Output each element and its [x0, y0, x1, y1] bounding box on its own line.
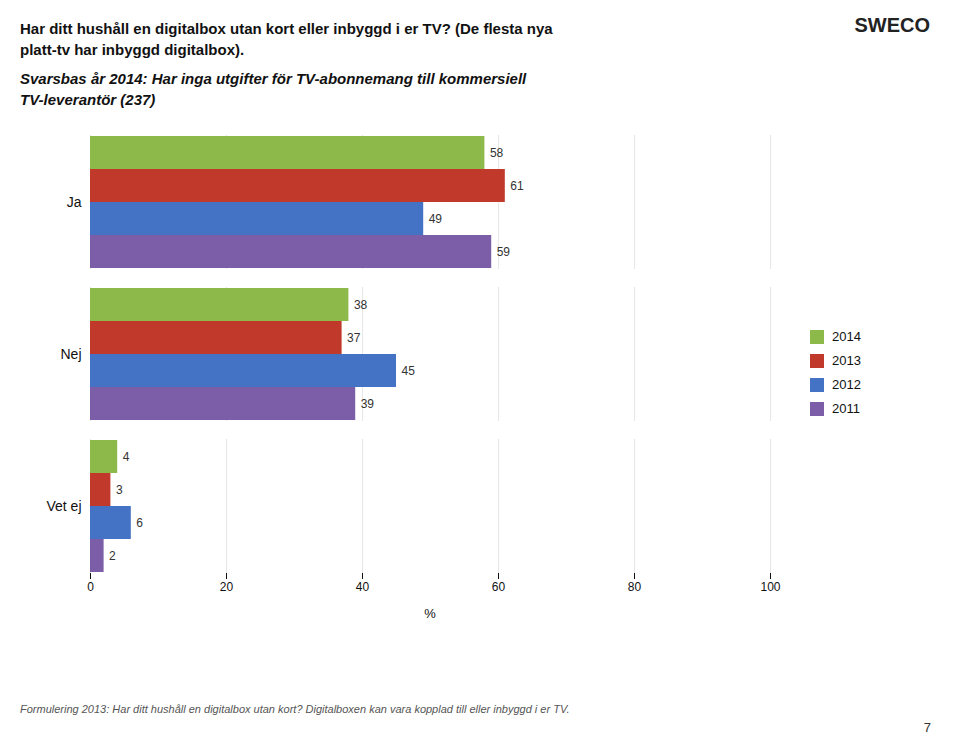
svg-text:Ja: Ja: [67, 194, 82, 210]
html-text:7: 7: [923, 720, 931, 735]
html-text:Svarsbas år 2014: Har inga utg: Svarsbas år 2014: Har inga utgifter för …: [20, 70, 527, 87]
svg-text:61: 61: [510, 179, 524, 193]
html-text:2013: 2013: [832, 353, 861, 368]
svg-text:37: 37: [347, 331, 361, 345]
svg-text:49: 49: [429, 212, 443, 226]
svg-text:100: 100: [760, 580, 780, 594]
svg-text:6: 6: [136, 516, 143, 530]
html-text:Formulering 2013: Har ditt hus: Formulering 2013: Har ditt hushåll en di…: [20, 703, 570, 715]
html-text:2014: 2014: [832, 329, 861, 344]
svg-text:20: 20: [220, 580, 234, 594]
svg-text:4: 4: [123, 450, 130, 464]
svg-text:0: 0: [87, 580, 94, 594]
html-text:Har ditt hushåll en digitalbox: Har ditt hushåll en digitalbox utan kort…: [20, 20, 553, 37]
html-text:TV-leverantör (237): TV-leverantör (237): [20, 91, 156, 108]
svg-text:80: 80: [628, 580, 642, 594]
html-text:2012: 2012: [832, 377, 861, 392]
svg-text:39: 39: [361, 397, 375, 411]
svg-text:60: 60: [492, 580, 506, 594]
svg-text:Nej: Nej: [60, 346, 81, 362]
svg-text:2: 2: [109, 549, 116, 563]
svg-text:45: 45: [402, 364, 416, 378]
html-text:SWECO: SWECO: [854, 14, 930, 36]
svg-text:59: 59: [497, 245, 511, 259]
html-text:2011: 2011: [832, 401, 860, 416]
svg-text:38: 38: [354, 298, 368, 312]
svg-text:58: 58: [490, 146, 504, 160]
svg-text:Vet ej: Vet ej: [46, 498, 81, 514]
html-text:platt-tv har inbyggd digitalbo: platt-tv har inbyggd digitalbox).: [20, 41, 245, 58]
svg-text:40: 40: [356, 580, 370, 594]
svg-text:3: 3: [116, 483, 123, 497]
